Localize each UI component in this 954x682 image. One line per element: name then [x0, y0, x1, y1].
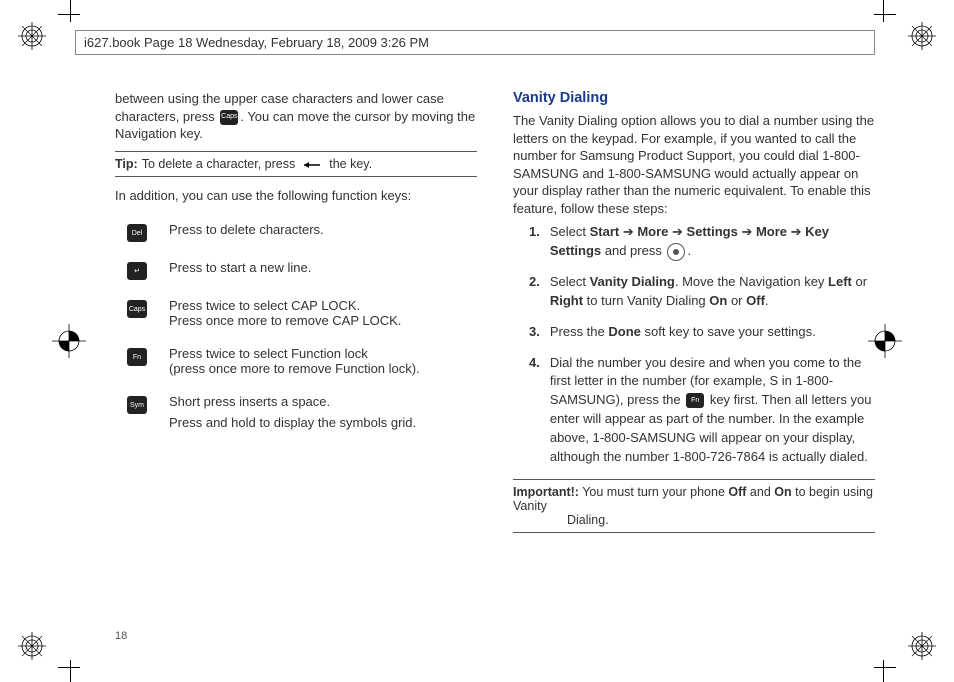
ok-button-icon	[667, 243, 685, 261]
function-row: Caps Press twice to select CAP LOCK. Pre…	[127, 298, 477, 328]
fn-text: Press to start a new line.	[169, 260, 311, 275]
fn-text-block: Press twice to select CAP LOCK. Press on…	[169, 298, 401, 328]
fn-text-block: Short press inserts a space. Press and h…	[169, 394, 416, 430]
steps-list: 1. Select Start ➔ More ➔ Settings ➔ More…	[529, 223, 875, 466]
registration-mark-icon	[908, 22, 936, 50]
fn-text-block: Press twice to select Function lock (pre…	[169, 346, 420, 376]
fn-key-icon: Fn	[127, 348, 147, 366]
fn-text: Press and hold to display the symbols gr…	[169, 415, 416, 430]
step-item: 1. Select Start ➔ More ➔ Settings ➔ More…	[529, 223, 875, 261]
header-text: i627.book Page 18 Wednesday, February 18…	[84, 35, 429, 50]
side-registration-icon	[52, 324, 86, 358]
right-column: Vanity Dialing The Vanity Dialing option…	[513, 90, 875, 533]
page-number: 18	[115, 630, 127, 642]
crop-mark	[883, 660, 884, 682]
fn-text: Short press inserts a space.	[169, 394, 416, 409]
step-item: 2. Select Vanity Dialing. Move the Navig…	[529, 273, 875, 311]
fn-text: Press twice to select CAP LOCK.	[169, 298, 401, 313]
crop-mark	[58, 667, 80, 668]
function-row: Sym Short press inserts a space. Press a…	[127, 394, 477, 430]
fn-key-icon: Fn	[686, 393, 704, 408]
step-item: 3. Press the Done soft key to save your …	[529, 323, 875, 342]
important-box: Important!: You must turn your phone Off…	[513, 479, 875, 533]
function-row: Fn Press twice to select Function lock (…	[127, 346, 477, 376]
sym-key-icon: Sym	[127, 396, 147, 414]
caps-key-icon: Caps	[127, 300, 147, 318]
fn-text: (press once more to remove Function lock…	[169, 361, 420, 376]
page-content: between using the upper case characters …	[115, 90, 875, 533]
left-column: between using the upper case characters …	[115, 90, 477, 533]
page-header: i627.book Page 18 Wednesday, February 18…	[75, 30, 875, 55]
crop-mark	[874, 667, 896, 668]
step-body: Select Vanity Dialing. Move the Navigati…	[550, 273, 875, 311]
crop-mark	[874, 14, 896, 15]
del-key-icon: Del	[127, 224, 147, 242]
crop-mark	[70, 660, 71, 682]
section-heading: Vanity Dialing	[513, 90, 875, 106]
tip-label: Tip:	[115, 157, 138, 171]
crop-mark	[883, 0, 884, 22]
step-item: 4. Dial the number you desire and when y…	[529, 354, 875, 467]
step-number: 4.	[529, 354, 540, 467]
intro-paragraph: between using the upper case characters …	[115, 90, 477, 143]
tip-text-2: the key.	[329, 157, 372, 171]
fn-text: Press to delete characters.	[169, 222, 324, 237]
tip-text: To delete a character, press	[142, 157, 296, 171]
delete-arrow-icon	[302, 159, 322, 169]
caps-key-icon: Caps	[220, 110, 238, 125]
sub-intro: In addition, you can use the following f…	[115, 187, 477, 205]
crop-mark	[58, 14, 80, 15]
registration-mark-icon	[18, 22, 46, 50]
fn-text: Press once more to remove CAP LOCK.	[169, 313, 401, 328]
tip-box: Tip: To delete a character, press the ke…	[115, 151, 477, 177]
registration-mark-icon	[908, 632, 936, 660]
fn-text: Press twice to select Function lock	[169, 346, 420, 361]
function-row: ↵ Press to start a new line.	[127, 260, 477, 280]
registration-mark-icon	[18, 632, 46, 660]
step-number: 3.	[529, 323, 540, 342]
step-number: 1.	[529, 223, 540, 261]
step-body: Press the Done soft key to save your set…	[550, 323, 875, 342]
step-body: Select Start ➔ More ➔ Settings ➔ More ➔ …	[550, 223, 875, 261]
important-label: Important!:	[513, 485, 579, 499]
step-number: 2.	[529, 273, 540, 311]
step-body: Dial the number you desire and when you …	[550, 354, 875, 467]
function-row: Del Press to delete characters.	[127, 222, 477, 242]
enter-key-icon: ↵	[127, 262, 147, 280]
crop-mark	[70, 0, 71, 22]
section-paragraph: The Vanity Dialing option allows you to …	[513, 112, 875, 217]
